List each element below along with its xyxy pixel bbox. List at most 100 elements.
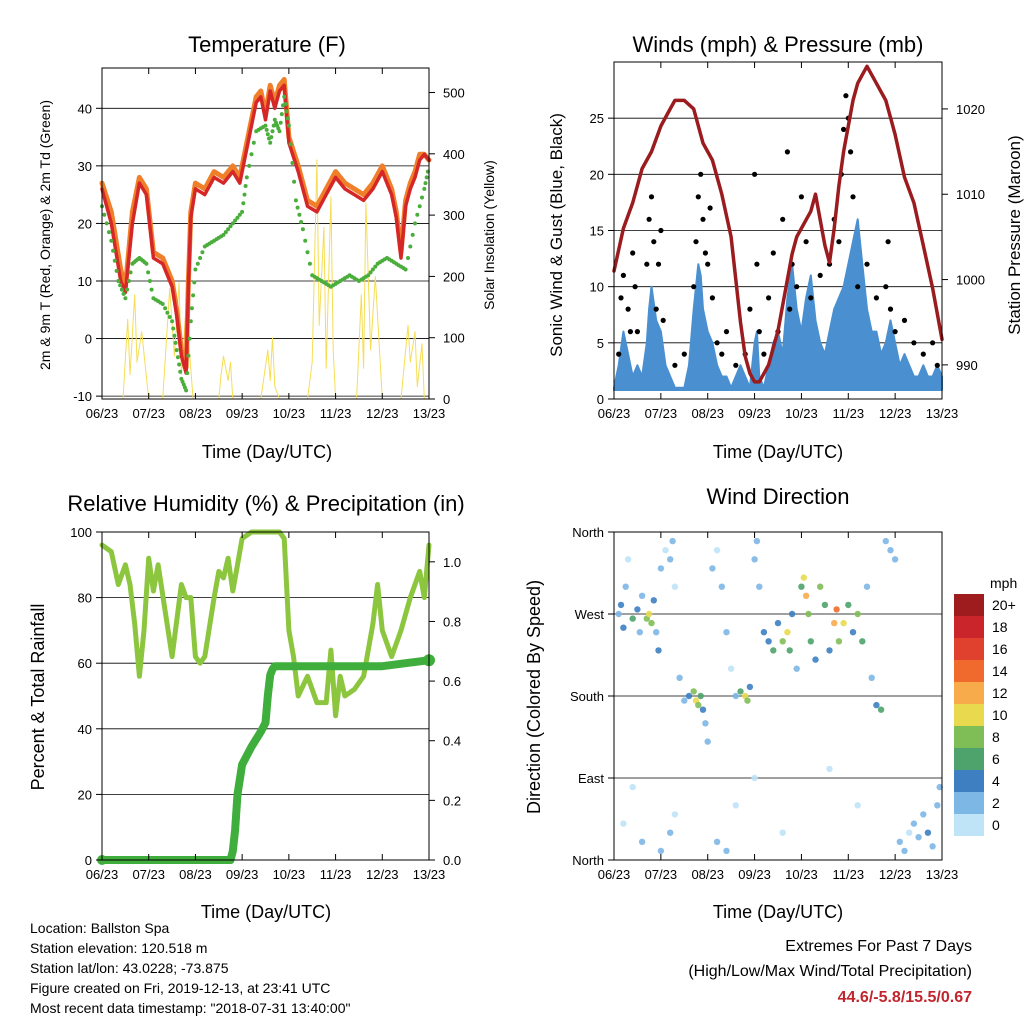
direction-point [756, 583, 763, 590]
dewpoint-point [423, 181, 428, 186]
wind-direction-axes: 06/23 07/23 08/23 09/23 10/23 11/23 12/23 13/23… [570, 525, 958, 882]
gust-point [644, 261, 650, 267]
colorbar-swatch [954, 594, 984, 616]
y-right-tick-label: 400 [443, 147, 465, 162]
colorbar-label: 18 [992, 619, 1008, 635]
dewpoint-point [420, 195, 424, 200]
direction-point [723, 629, 730, 636]
x-tick-label: 12/23 [366, 867, 399, 882]
gust-point [620, 272, 627, 278]
colorbar-label: 10 [992, 707, 1008, 723]
direction-point [821, 601, 829, 609]
wind-direction-ylabel: Direction (Colored By Speed) [524, 580, 544, 814]
dewpoint-point [422, 186, 427, 191]
direction-point [629, 615, 636, 622]
gust-point [752, 171, 758, 177]
y-right-tick-label: 0.2 [443, 793, 461, 808]
y-right-tick-label: 0.6 [443, 674, 461, 689]
dewpoint-point [102, 212, 107, 217]
colorbar-swatch [954, 792, 984, 814]
temperature-ylabel: 2m & 9m T (Red, Orange) & 2m Td (Green) [37, 100, 53, 370]
direction-point [770, 647, 777, 654]
x-tick-label: 07/23 [132, 406, 165, 421]
gust-point [798, 194, 805, 200]
x-tick-label: 13/23 [926, 867, 959, 882]
direction-point [697, 692, 704, 700]
colorbar-unit: mph [990, 575, 1017, 591]
direction-point [657, 847, 665, 855]
total-precip-line [98, 656, 433, 864]
dewpoint-point [373, 264, 378, 269]
gust-point [698, 171, 704, 177]
gust-point [883, 284, 889, 290]
y-right-tick-label: 500 [443, 86, 465, 101]
dewpoint-point [178, 369, 183, 374]
direction-point [662, 547, 669, 554]
temperature-xlabel: Time (Day/UTC) [202, 442, 332, 462]
direction-point [620, 820, 627, 827]
dewpoint-point [244, 175, 249, 180]
x-tick-label: 08/23 [691, 406, 724, 421]
direction-point [849, 629, 857, 636]
direction-point [835, 638, 843, 645]
gust-point [843, 93, 849, 99]
direction-point [636, 629, 643, 636]
direction-point [784, 629, 791, 636]
dewpoint-point [167, 315, 172, 319]
gust-point [627, 329, 634, 335]
pressure-line [612, 64, 944, 384]
dewpoint-point [123, 296, 128, 301]
direction-point [833, 606, 840, 613]
info-recent: Most recent data timestamp: "2018-07-31 … [30, 1000, 351, 1016]
dewpoint-point [370, 267, 375, 272]
dewpoint-point [112, 258, 117, 263]
gust-point [794, 284, 800, 290]
y-tick-label: 10 [590, 280, 604, 295]
dewpoint-point [195, 261, 200, 266]
x-tick-label: 09/23 [226, 406, 259, 421]
dewpoint-point [107, 230, 111, 235]
dewpoint-point [144, 261, 149, 266]
gust-point [655, 261, 662, 267]
dewpoint-point [424, 175, 429, 180]
direction-point [667, 829, 674, 836]
direction-label: South [570, 689, 604, 704]
gust-point [660, 317, 666, 323]
direction-point [901, 847, 908, 855]
direction-point [826, 647, 833, 654]
dewpoint-point [292, 179, 297, 184]
x-tick-label: 10/23 [273, 406, 306, 421]
y-tick-label: 40 [78, 722, 92, 737]
direction-point [798, 583, 805, 590]
y-tick-label: 80 [78, 591, 92, 606]
y-tick-label: 100 [70, 525, 92, 540]
y-tick-label: -10 [73, 389, 92, 404]
direction-point [723, 847, 730, 855]
extremes-title: Extremes For Past 7 Days [785, 938, 972, 955]
humidity-axes: 06/23 07/23 08/23 09/23 10/23 11/23 12/23 13/23… [70, 525, 461, 882]
direction-point [934, 802, 941, 809]
dewpoint-point [297, 212, 302, 217]
x-tick-label: 10/23 [273, 867, 306, 882]
direction-point [786, 647, 793, 654]
dewpoint-point [242, 192, 247, 197]
gust-point [695, 194, 701, 200]
colorbar-swatch [954, 726, 984, 748]
extremes-values: 44.6/-5.8/15.5/0.67 [837, 989, 972, 1006]
dewpoint-point [221, 232, 226, 237]
dewpoint-point [163, 306, 168, 311]
colorbar-swatch [954, 616, 984, 638]
dewpoint-point [251, 140, 256, 145]
direction-point [638, 592, 646, 599]
temperature-title: Temperature (F) [188, 32, 346, 57]
gust-point [653, 306, 659, 312]
direction-point [702, 720, 709, 727]
gust-point [733, 362, 739, 368]
sonic-wind-band [613, 218, 943, 391]
direction-point [624, 556, 632, 563]
dewpoint-point [268, 140, 273, 145]
dewpoint-point [235, 215, 240, 220]
dewpoint-point [277, 129, 282, 134]
dewpoint-point [172, 333, 177, 338]
direction-point [634, 606, 641, 613]
